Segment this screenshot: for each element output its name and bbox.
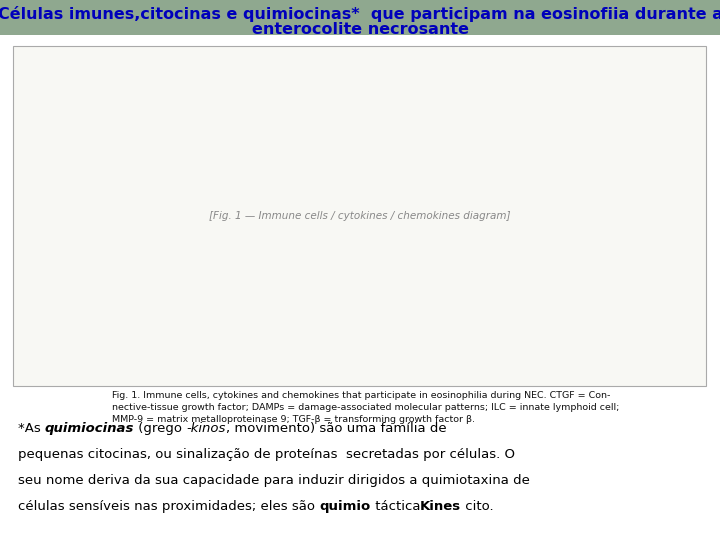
Text: , movimento) são uma família de: , movimento) são uma família de xyxy=(226,422,446,435)
Text: Células imunes,citocinas e quimiocinas*  que participam na eosinofiia durante a: Células imunes,citocinas e quimiocinas* … xyxy=(0,5,720,22)
Text: Fig. 1. Immune cells, cytokines and chemokines that participate in eosinophilia : Fig. 1. Immune cells, cytokines and chem… xyxy=(112,392,619,424)
Text: cito.: cito. xyxy=(461,500,494,513)
Text: *As: *As xyxy=(18,422,45,435)
Text: -kinos: -kinos xyxy=(186,422,226,435)
Text: pequenas citocinas, ou sinalização de proteínas  secretadas por células. O: pequenas citocinas, ou sinalização de pr… xyxy=(18,448,515,461)
Text: enterocolite necrosante: enterocolite necrosante xyxy=(251,22,469,37)
Text: quimiocinas: quimiocinas xyxy=(45,422,135,435)
Text: células sensíveis nas proximidades; eles são: células sensíveis nas proximidades; eles… xyxy=(18,500,319,513)
Bar xyxy=(13,46,706,386)
Text: quimio: quimio xyxy=(319,500,371,513)
Text: seu nome deriva da sua capacidade para induzir dirigidos a quimiotaxina de: seu nome deriva da sua capacidade para i… xyxy=(18,474,530,487)
Text: Kines: Kines xyxy=(420,500,461,513)
Bar xyxy=(0,0,720,35)
Text: [Fig. 1 — Immune cells / cytokines / chemokines diagram]: [Fig. 1 — Immune cells / cytokines / che… xyxy=(210,211,510,221)
Text: táctica: táctica xyxy=(371,500,420,513)
Text: (grego: (grego xyxy=(135,422,186,435)
